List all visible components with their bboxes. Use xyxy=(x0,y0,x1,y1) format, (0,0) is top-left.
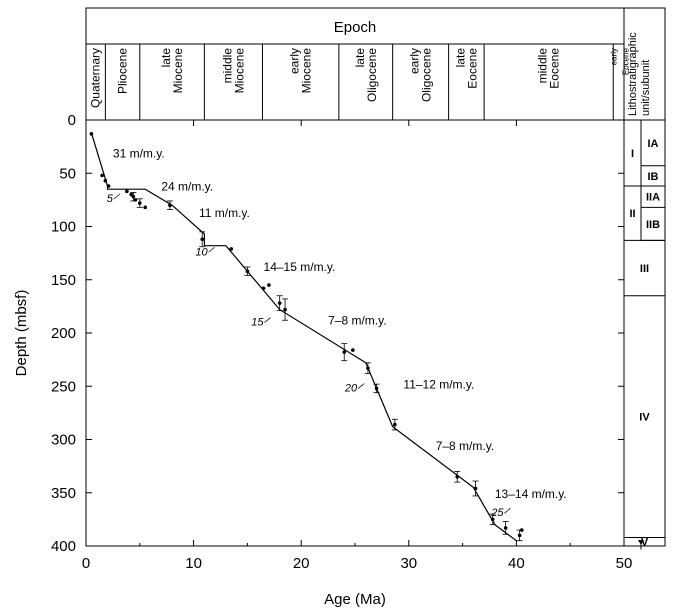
age-marker-label: 5 xyxy=(107,193,114,205)
y-tick-label: 400 xyxy=(51,538,76,555)
datum-point xyxy=(342,350,347,354)
datum-point xyxy=(366,366,370,370)
datum-point xyxy=(143,205,147,210)
datum-point xyxy=(106,184,111,188)
x-tick-label: 50 xyxy=(616,555,633,572)
outer-border xyxy=(85,7,666,547)
datum-point xyxy=(503,526,508,530)
x-tick-label: 40 xyxy=(508,555,525,572)
epoch-label: middleMiocene xyxy=(220,48,246,94)
subunit-label: IA xyxy=(648,138,659,150)
x-axis-label: Age (Ma) xyxy=(324,591,386,608)
datum-point xyxy=(200,237,205,242)
x-tick-label: 10 xyxy=(185,555,202,572)
rate-label: 13–14 m/m.y. xyxy=(495,487,567,501)
datum-point xyxy=(283,307,287,312)
epoch-label: lateOligocene xyxy=(353,48,379,102)
y-tick-label: 0 xyxy=(68,112,76,129)
rate-label: 14–15 m/m.y. xyxy=(264,260,336,274)
unit-label: I xyxy=(631,148,634,160)
age-marker-label: 15 xyxy=(251,317,264,329)
epoch-label: earlyOligocene xyxy=(408,48,434,102)
datum-point xyxy=(455,474,460,479)
datum-point xyxy=(103,178,108,183)
datum-point xyxy=(89,132,94,136)
rate-label: 11–12 m/m.y. xyxy=(403,377,474,391)
datum-point xyxy=(125,189,129,194)
rate-label: 11 m/m.y. xyxy=(199,206,250,220)
datum-point xyxy=(261,286,266,291)
datum-point xyxy=(490,517,495,522)
y-tick-label: 350 xyxy=(51,485,76,502)
datum-point xyxy=(245,269,250,274)
arrow-head xyxy=(638,540,644,545)
datum-point xyxy=(517,533,522,538)
epoch-label: lateEocene xyxy=(453,48,479,89)
y-axis-label: Depth (mbsf) xyxy=(13,290,30,377)
x-tick-label: 30 xyxy=(400,555,417,572)
rate-label: 7–8 m/m.y. xyxy=(436,439,494,453)
datum-point xyxy=(351,348,355,352)
epoch-band: Quaternary Pliocene lateMiocene middleMioce… xyxy=(89,44,631,120)
datum-point xyxy=(131,194,136,199)
unit-label: IV xyxy=(639,412,650,424)
datum-point xyxy=(473,486,478,491)
rate-label: 7–8 m/m.y. xyxy=(328,313,386,327)
y-tick-label: 200 xyxy=(51,325,76,342)
datum-point xyxy=(267,283,271,287)
age-marker-leader xyxy=(357,383,365,389)
age-marker-label: 25 xyxy=(490,507,504,519)
y-tick-label: 300 xyxy=(51,432,76,449)
unit-label: V xyxy=(641,537,649,549)
epoch-label: early Eocene xyxy=(610,47,631,75)
epoch-header: Epoch xyxy=(334,19,377,36)
epoch-label: middleEocene xyxy=(536,48,562,89)
unit-label: III xyxy=(640,263,649,275)
unit-label: II xyxy=(629,208,635,220)
age-marker-leader xyxy=(504,507,511,514)
lithostratigraphic-column: Lithostratigraphicunit/subunitIIIIIIIVVI… xyxy=(624,32,665,550)
datum-point xyxy=(519,528,524,532)
datum-point xyxy=(168,203,172,207)
x-axis: 0 10 20 30 40 50 xyxy=(82,120,633,572)
litho-header: Lithostratigraphicunit/subunit xyxy=(627,32,652,116)
age-marker-label: 20 xyxy=(344,383,358,395)
rate-label: 24 m/m.y. xyxy=(161,179,213,193)
datum-point xyxy=(277,301,282,305)
datum-point xyxy=(133,198,138,202)
subunit-label: IIA xyxy=(646,192,660,204)
datum-point xyxy=(374,386,379,391)
datum-point xyxy=(229,247,234,251)
x-tick-label: 0 xyxy=(82,555,90,572)
y-axis: 0 50 100 150 200 250 300 350 400 xyxy=(51,112,624,555)
age-marker-leader xyxy=(264,317,271,323)
epoch-label: Pliocene xyxy=(116,48,130,94)
age-marker-leader xyxy=(208,246,215,253)
annotation-group: 31 m/m.y. 24 m/m.y. 11 m/m.y. 14–15 m/m.y. 7… xyxy=(107,146,567,519)
chart-frame xyxy=(85,7,666,547)
rate-label: 31 m/m.y. xyxy=(113,146,165,160)
epoch-label: Quaternary xyxy=(89,48,103,108)
x-tick-label: 20 xyxy=(293,555,310,572)
y-tick-label: 250 xyxy=(51,378,76,395)
epoch-label: lateMiocene xyxy=(159,48,185,94)
age-marker-label: 10 xyxy=(195,246,208,258)
y-tick-label: 150 xyxy=(51,272,76,289)
subunit-label: IIB xyxy=(646,219,660,231)
age-depth-line xyxy=(90,132,517,542)
datum-point xyxy=(393,422,397,427)
datum-point xyxy=(100,173,104,178)
series-group xyxy=(89,132,524,542)
y-tick-label: 50 xyxy=(59,165,76,182)
datum-point xyxy=(138,201,142,205)
y-tick-label: 100 xyxy=(51,219,76,236)
age-marker-leader xyxy=(113,193,121,200)
subunit-label: IB xyxy=(648,171,659,183)
epoch-label: earlyMiocene xyxy=(288,48,314,94)
